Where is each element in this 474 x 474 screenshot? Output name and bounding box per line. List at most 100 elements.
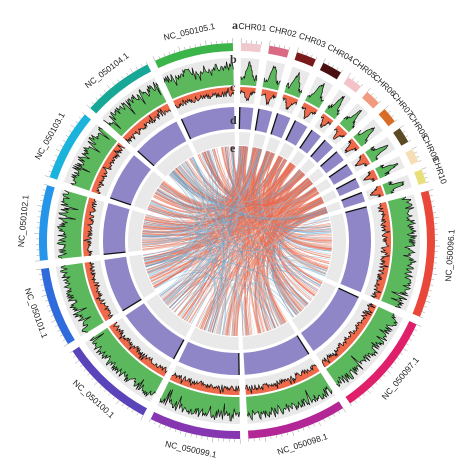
track-e-background <box>252 133 266 149</box>
synteny-link <box>192 156 276 329</box>
track-b-line <box>285 72 303 94</box>
chromosome-tick <box>423 306 427 308</box>
synteny-link <box>243 146 265 333</box>
synteny-link <box>146 188 196 271</box>
track-c-line <box>333 128 346 140</box>
synteny-link <box>177 166 308 306</box>
synteny-link <box>173 232 332 313</box>
synteny-link <box>161 173 202 211</box>
track-e-background <box>191 132 235 154</box>
track-d-separator <box>310 139 326 158</box>
track-c-density <box>363 169 379 182</box>
data-tracks <box>54 58 420 424</box>
synteny-link <box>181 162 211 203</box>
chromosome-tick <box>318 421 321 427</box>
track-b-line <box>358 127 376 144</box>
synteny-link <box>155 190 332 232</box>
track-e-background <box>325 213 346 283</box>
chromosome-tick <box>38 273 42 275</box>
synteny-link <box>160 275 217 332</box>
chromosome-tick <box>140 64 143 68</box>
chromosome-tick <box>103 90 107 93</box>
synteny-link <box>266 270 321 324</box>
chromosome-tick <box>99 385 103 389</box>
chromosome-tick <box>288 47 291 51</box>
chromosome-band-NC_050097.1 <box>345 321 417 404</box>
chromosome-tick <box>430 284 434 286</box>
chromosome-tick <box>429 195 433 197</box>
chromosome-tick <box>112 82 115 86</box>
synteny-link <box>266 158 317 294</box>
chromosome-tick <box>190 433 192 437</box>
track-b-density <box>326 306 398 387</box>
synteny-link <box>142 244 202 318</box>
chromosome-tick <box>158 423 161 429</box>
track-e-background <box>315 178 332 193</box>
track-c-density <box>83 197 97 257</box>
chromosome-label-NC_050101.1: NC_050101.1 <box>23 287 50 340</box>
chromosome-band-NC_050105.1 <box>154 43 234 69</box>
synteny-link <box>142 238 223 335</box>
synteny-link <box>148 174 199 277</box>
chromosome-tick <box>74 360 80 364</box>
chromosome-tick <box>126 406 129 410</box>
chromosome-tick <box>41 194 45 196</box>
track-c-density <box>169 373 240 395</box>
synteny-link <box>141 239 328 272</box>
synteny-link <box>274 217 330 312</box>
chromosome-tick <box>196 434 198 438</box>
track-e-background <box>239 132 251 146</box>
synteny-link <box>184 161 245 336</box>
track-c-line <box>363 171 375 183</box>
track-c-line <box>174 88 235 109</box>
chromosome-tick <box>174 429 177 433</box>
synteny-link <box>199 153 247 336</box>
chromosome-tick <box>421 167 427 170</box>
chromosome-tick <box>50 315 54 317</box>
chromosome-band-NC_050100.1 <box>72 346 148 416</box>
chromosome-tick <box>42 189 46 191</box>
chromosome-tick <box>264 436 267 442</box>
track-c-density <box>282 94 299 110</box>
track-d-band <box>285 120 308 146</box>
chromosome-tick <box>371 93 374 96</box>
chromosome-tick <box>108 393 111 396</box>
synteny-link <box>150 187 317 220</box>
chromosome-tick <box>75 121 79 124</box>
chromosome-tick <box>57 329 61 332</box>
track-c-line <box>83 198 97 256</box>
chromosome-ideogram <box>34 38 440 444</box>
chromosome-tick <box>158 55 161 59</box>
synteny-link <box>158 169 203 296</box>
synteny-link <box>191 146 230 197</box>
track-label-e: e <box>230 141 236 155</box>
synteny-link <box>185 161 282 326</box>
synteny-link <box>147 262 199 307</box>
chromosome-tick <box>301 50 303 54</box>
synteny-link <box>213 146 245 334</box>
chromosome-label-CHR02: CHR02 <box>268 23 298 39</box>
chromosome-band-NC_050103.1 <box>49 114 91 180</box>
synteny-link <box>249 182 313 335</box>
chromosome-tick <box>386 370 391 374</box>
synteny-link <box>145 146 235 268</box>
track-b-line <box>370 144 389 161</box>
chromosome-tick <box>424 176 428 179</box>
synteny-link <box>197 154 312 207</box>
chromosome-tick <box>354 400 357 403</box>
chromosome-tick <box>286 432 289 436</box>
synteny-link <box>148 204 197 297</box>
track-d-band <box>336 178 360 197</box>
chromosome-tick <box>78 116 82 119</box>
synteny-link <box>183 146 247 321</box>
chromosome-tick <box>270 436 272 440</box>
track-b-line <box>390 196 418 309</box>
synteny-link <box>264 228 332 328</box>
synteny-link <box>227 146 311 302</box>
track-e-background <box>308 168 324 184</box>
chromosome-tick <box>95 97 99 101</box>
synteny-link <box>182 150 268 320</box>
track-b-density <box>353 127 375 147</box>
chromosome-tick <box>50 165 54 167</box>
